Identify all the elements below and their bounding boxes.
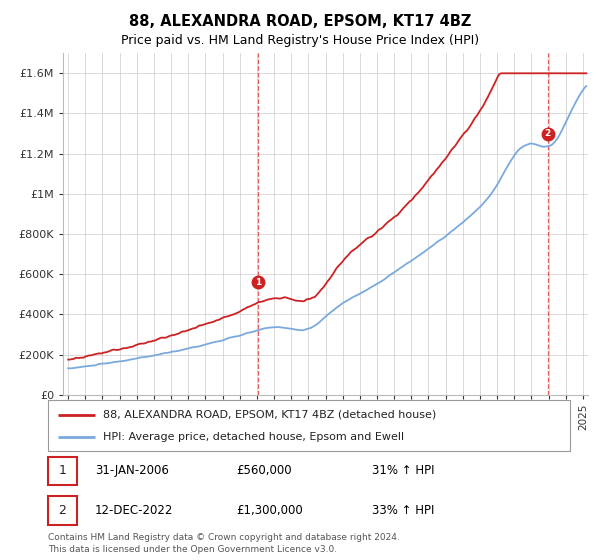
Text: 33% ↑ HPI: 33% ↑ HPI: [371, 504, 434, 517]
Text: 12-DEC-2022: 12-DEC-2022: [95, 504, 173, 517]
Text: HPI: Average price, detached house, Epsom and Ewell: HPI: Average price, detached house, Epso…: [103, 432, 404, 442]
Text: 2: 2: [58, 504, 66, 517]
Text: 1: 1: [255, 278, 262, 287]
Text: 2: 2: [545, 129, 551, 138]
Text: 31% ↑ HPI: 31% ↑ HPI: [371, 464, 434, 478]
FancyBboxPatch shape: [48, 496, 77, 525]
Text: £1,300,000: £1,300,000: [236, 504, 302, 517]
FancyBboxPatch shape: [48, 456, 77, 486]
Text: 88, ALEXANDRA ROAD, EPSOM, KT17 4BZ: 88, ALEXANDRA ROAD, EPSOM, KT17 4BZ: [129, 14, 471, 29]
Text: Contains HM Land Registry data © Crown copyright and database right 2024.
This d: Contains HM Land Registry data © Crown c…: [48, 533, 400, 554]
Text: £560,000: £560,000: [236, 464, 292, 478]
Text: Price paid vs. HM Land Registry's House Price Index (HPI): Price paid vs. HM Land Registry's House …: [121, 34, 479, 46]
Text: 1: 1: [58, 464, 66, 478]
Text: 31-JAN-2006: 31-JAN-2006: [95, 464, 169, 478]
Text: 88, ALEXANDRA ROAD, EPSOM, KT17 4BZ (detached house): 88, ALEXANDRA ROAD, EPSOM, KT17 4BZ (det…: [103, 409, 436, 419]
